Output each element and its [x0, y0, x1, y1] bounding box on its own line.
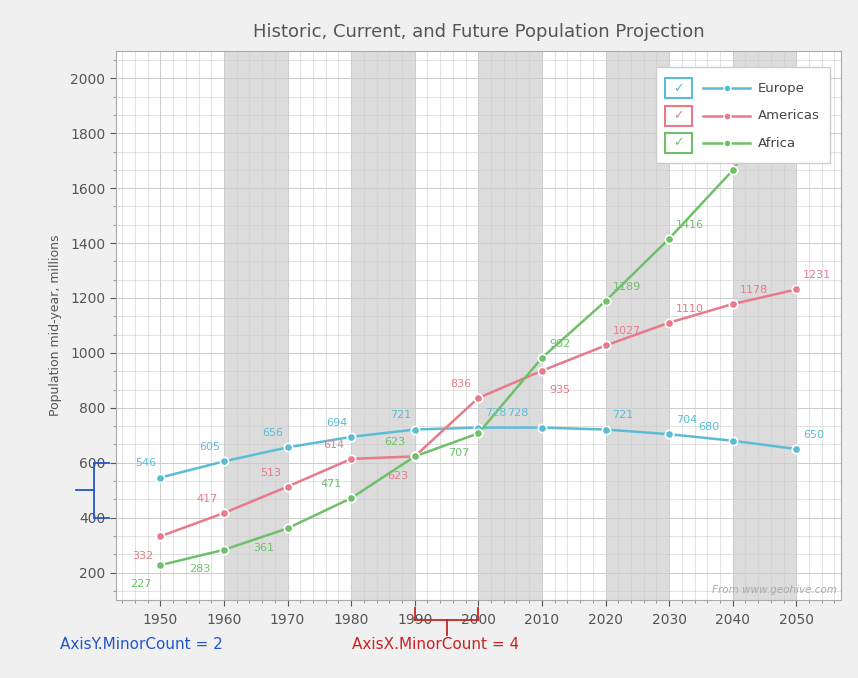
Text: 721: 721 — [613, 410, 634, 420]
Text: 283: 283 — [190, 564, 210, 574]
Text: 680: 680 — [698, 422, 719, 432]
Bar — [351, 51, 414, 600]
Title: Historic, Current, and Future Population Projection: Historic, Current, and Future Population… — [252, 23, 704, 41]
Text: 623: 623 — [387, 471, 408, 481]
FancyBboxPatch shape — [656, 67, 830, 163]
Text: AxisX.MinorCount = 4: AxisX.MinorCount = 4 — [352, 637, 519, 652]
FancyBboxPatch shape — [665, 134, 692, 153]
Text: 721: 721 — [390, 410, 411, 420]
Text: 935: 935 — [549, 385, 570, 395]
Text: 1665: 1665 — [740, 151, 768, 161]
Text: 1189: 1189 — [613, 282, 641, 292]
Text: 1110: 1110 — [676, 304, 704, 314]
FancyBboxPatch shape — [665, 106, 692, 125]
Text: 614: 614 — [323, 440, 345, 450]
Text: ✓: ✓ — [674, 109, 684, 122]
Text: 728: 728 — [486, 408, 507, 418]
Y-axis label: Population mid-year, millions: Population mid-year, millions — [49, 235, 62, 416]
Text: ✓: ✓ — [674, 81, 684, 95]
Text: AxisY.MinorCount = 2: AxisY.MinorCount = 2 — [60, 637, 223, 652]
Text: 650: 650 — [803, 430, 825, 440]
Text: 694: 694 — [326, 418, 347, 428]
Text: 417: 417 — [196, 494, 217, 504]
Text: 605: 605 — [199, 442, 220, 452]
Text: 623: 623 — [384, 437, 405, 447]
Text: 728: 728 — [507, 408, 529, 418]
Text: 227: 227 — [130, 580, 151, 589]
Text: Americas: Americas — [758, 109, 819, 122]
Text: 704: 704 — [676, 415, 698, 425]
Text: 982: 982 — [549, 339, 571, 348]
Text: 546: 546 — [136, 458, 156, 468]
Bar — [479, 51, 542, 600]
Text: 1416: 1416 — [676, 220, 704, 230]
Bar — [606, 51, 669, 600]
Text: 836: 836 — [450, 379, 472, 388]
Text: Africa: Africa — [758, 136, 795, 150]
Text: 361: 361 — [253, 542, 274, 553]
Text: ✓: ✓ — [674, 136, 684, 150]
Text: 1231: 1231 — [803, 271, 831, 281]
Text: 707: 707 — [448, 447, 469, 458]
Bar — [733, 51, 796, 600]
Text: 1178: 1178 — [740, 285, 768, 295]
Text: 1027: 1027 — [613, 326, 641, 336]
Text: 2027: 2027 — [803, 85, 831, 95]
Text: 656: 656 — [263, 428, 283, 438]
Text: 332: 332 — [133, 551, 154, 561]
Text: 513: 513 — [260, 468, 281, 477]
Text: 471: 471 — [321, 479, 341, 489]
Bar — [224, 51, 287, 600]
Text: Europe: Europe — [758, 81, 804, 95]
FancyBboxPatch shape — [665, 79, 692, 98]
Text: From www.geohive.com: From www.geohive.com — [712, 584, 837, 595]
